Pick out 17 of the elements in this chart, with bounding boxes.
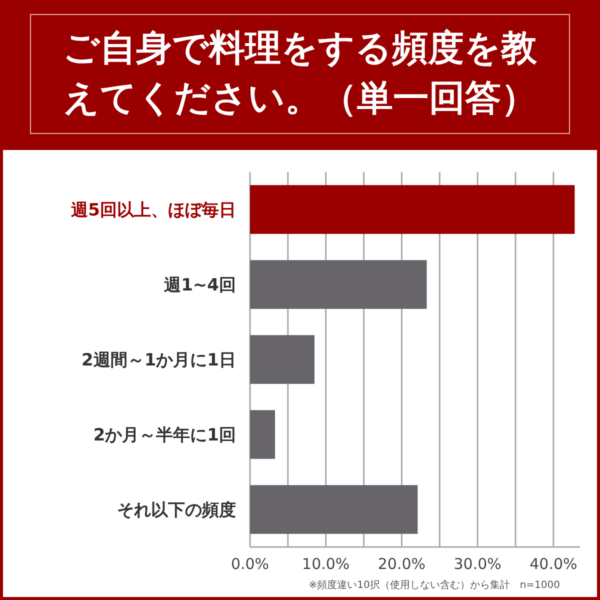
bar — [250, 485, 418, 534]
chart-title: ご自身で料理をする頻度を教えてください。（単一回答） — [30, 14, 570, 134]
bar — [250, 260, 427, 309]
y-tick-label: 週1~4回 — [163, 276, 236, 296]
bar — [250, 335, 314, 384]
x-tick-label: 0.0% — [230, 555, 270, 573]
text: ※頻度違い10択（使用しない含む）から集計 n=1000 — [308, 579, 560, 591]
y-tick-label: 週5回以上、ほぼ毎日 — [70, 200, 236, 220]
bar — [250, 410, 276, 459]
x-tick-label: 10.0% — [302, 555, 350, 573]
bar — [250, 185, 575, 234]
y-tick-label: 2か月～半年に1回 — [93, 426, 236, 446]
x-tick-label: 40.0% — [530, 555, 578, 573]
y-tick-label: それ以下の頻度 — [117, 500, 236, 520]
y-tick-label: 2週間～1か月に1日 — [82, 350, 236, 370]
x-tick-label: 30.0% — [454, 555, 502, 573]
x-tick-label: 20.0% — [378, 555, 426, 573]
